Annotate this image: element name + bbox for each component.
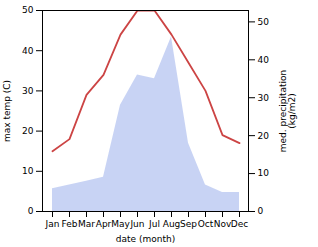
- svg-text:Dec: Dec: [231, 219, 248, 229]
- svg-text:20: 20: [22, 126, 34, 136]
- svg-text:Jun: Jun: [129, 219, 144, 229]
- svg-text:Sep: Sep: [180, 219, 197, 229]
- svg-text:max temp (C): max temp (C): [2, 80, 12, 142]
- svg-text:date (month): date (month): [116, 234, 175, 244]
- svg-text:10: 10: [258, 168, 270, 178]
- svg-text:Apr: Apr: [96, 219, 112, 229]
- svg-text:20: 20: [258, 131, 270, 141]
- svg-text:50: 50: [258, 17, 270, 27]
- svg-text:30: 30: [22, 86, 34, 96]
- svg-text:Feb: Feb: [62, 219, 78, 229]
- svg-text:May: May: [111, 219, 130, 229]
- svg-text:40: 40: [258, 55, 270, 65]
- svg-text:50: 50: [22, 5, 34, 15]
- svg-text:0: 0: [258, 206, 264, 216]
- svg-text:0: 0: [28, 206, 34, 216]
- svg-text:Aug: Aug: [163, 219, 181, 229]
- svg-text:10: 10: [22, 166, 34, 176]
- svg-text:Nov: Nov: [214, 219, 232, 229]
- svg-text:40: 40: [22, 46, 34, 56]
- svg-text:Oct: Oct: [198, 219, 214, 229]
- svg-text:Jul: Jul: [148, 219, 160, 229]
- svg-text:med. precipitation(kg/m2): med. precipitation(kg/m2): [278, 70, 297, 152]
- svg-text:Jan: Jan: [45, 219, 60, 229]
- svg-text:30: 30: [258, 93, 270, 103]
- svg-text:Mar: Mar: [78, 219, 95, 229]
